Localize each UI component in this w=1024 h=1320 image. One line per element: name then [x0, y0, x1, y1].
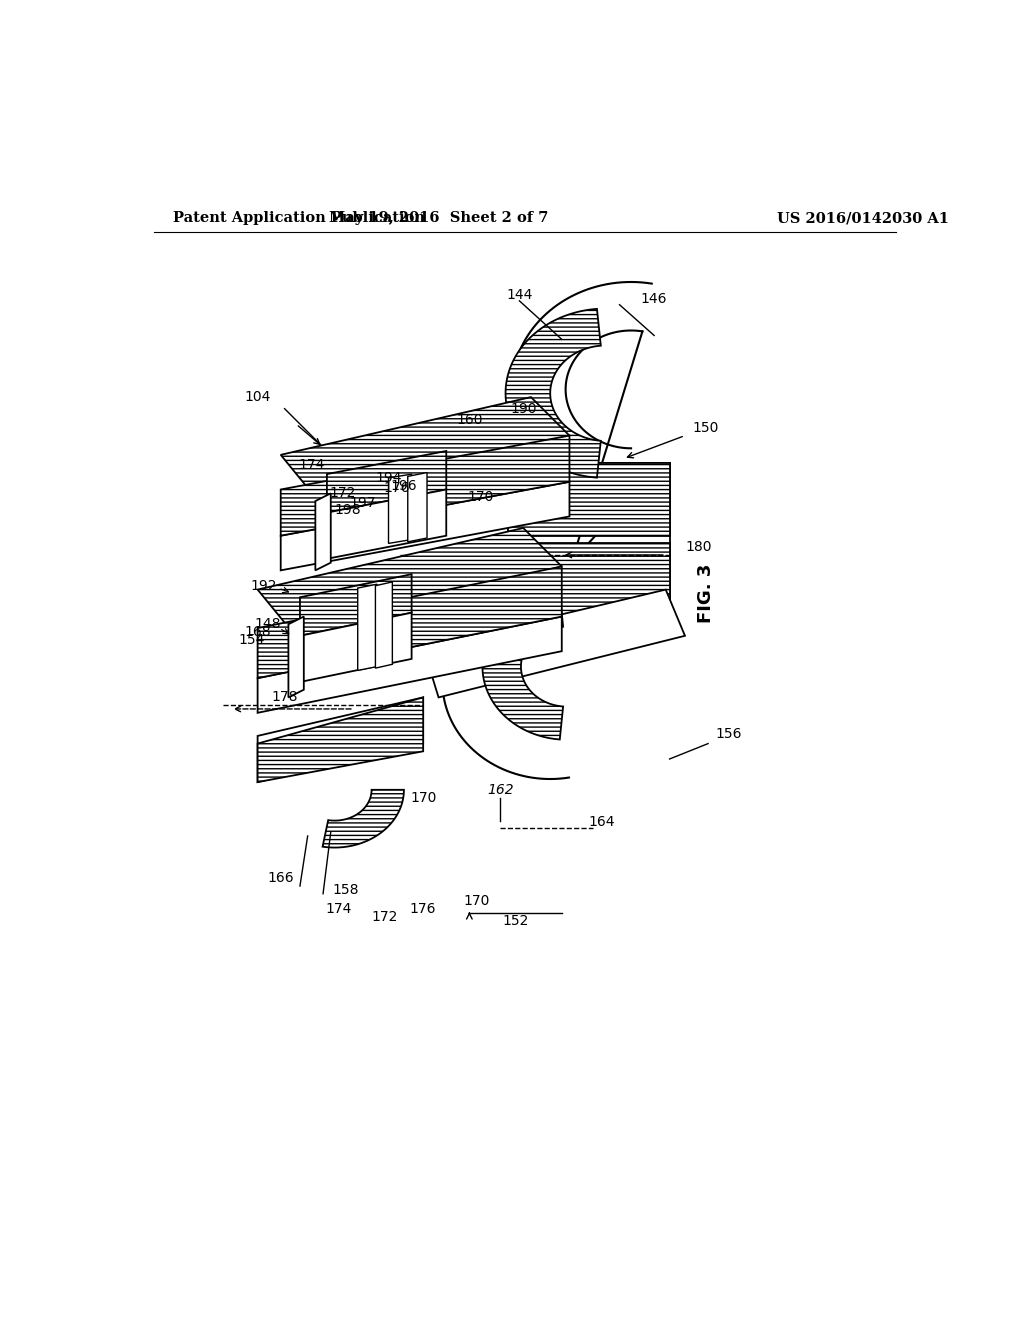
Polygon shape [258, 697, 423, 781]
Text: 172: 172 [329, 486, 355, 500]
Polygon shape [281, 436, 569, 536]
Polygon shape [289, 616, 304, 697]
Text: 198: 198 [335, 503, 361, 517]
Text: 197: 197 [350, 495, 377, 510]
Text: 192: 192 [250, 578, 276, 593]
Polygon shape [506, 309, 601, 478]
Text: US 2016/0142030 A1: US 2016/0142030 A1 [777, 211, 949, 226]
Text: 162: 162 [486, 783, 513, 797]
Text: 104: 104 [245, 391, 270, 404]
Polygon shape [258, 566, 562, 678]
Text: 172: 172 [372, 909, 398, 924]
Text: 150: 150 [692, 421, 719, 434]
Polygon shape [300, 574, 412, 636]
Polygon shape [357, 585, 377, 671]
Polygon shape [508, 462, 670, 620]
Text: 158: 158 [333, 883, 359, 896]
Polygon shape [327, 490, 446, 558]
Polygon shape [281, 482, 569, 570]
Polygon shape [376, 582, 392, 668]
Text: 154: 154 [239, 632, 265, 647]
Polygon shape [323, 789, 403, 847]
Polygon shape [408, 473, 427, 543]
Text: 178: 178 [271, 690, 298, 705]
Polygon shape [482, 594, 563, 739]
Text: 152: 152 [503, 913, 528, 928]
Polygon shape [423, 590, 685, 697]
Polygon shape [327, 451, 446, 512]
Text: 160: 160 [456, 413, 482, 428]
Polygon shape [508, 462, 670, 536]
Polygon shape [258, 528, 562, 632]
Text: 144: 144 [506, 289, 532, 302]
Polygon shape [281, 397, 569, 498]
Text: May 19, 2016  Sheet 2 of 7: May 19, 2016 Sheet 2 of 7 [329, 211, 548, 226]
Polygon shape [258, 616, 562, 713]
Text: 176: 176 [383, 480, 410, 495]
Text: 180: 180 [685, 540, 712, 554]
Text: 164: 164 [589, 816, 615, 829]
Text: 170: 170 [410, 791, 436, 804]
Text: 146: 146 [641, 292, 668, 305]
Text: 168: 168 [245, 624, 271, 639]
Text: Patent Application Publication: Patent Application Publication [173, 211, 425, 226]
Text: 174: 174 [298, 458, 325, 471]
Polygon shape [508, 544, 670, 620]
Text: 196: 196 [390, 479, 417, 492]
Text: 156: 156 [716, 727, 742, 742]
Text: 148: 148 [254, 618, 281, 631]
Text: 166: 166 [267, 871, 294, 886]
Polygon shape [315, 494, 331, 570]
Polygon shape [388, 474, 412, 544]
Polygon shape [300, 612, 412, 682]
Text: 174: 174 [326, 902, 351, 916]
Text: 190: 190 [510, 401, 537, 416]
Text: 176: 176 [410, 902, 436, 916]
Text: 170: 170 [464, 895, 490, 908]
Text: 194: 194 [375, 471, 401, 484]
Text: FIG. 3: FIG. 3 [696, 564, 715, 623]
Text: 170: 170 [468, 490, 495, 504]
Polygon shape [258, 697, 423, 781]
